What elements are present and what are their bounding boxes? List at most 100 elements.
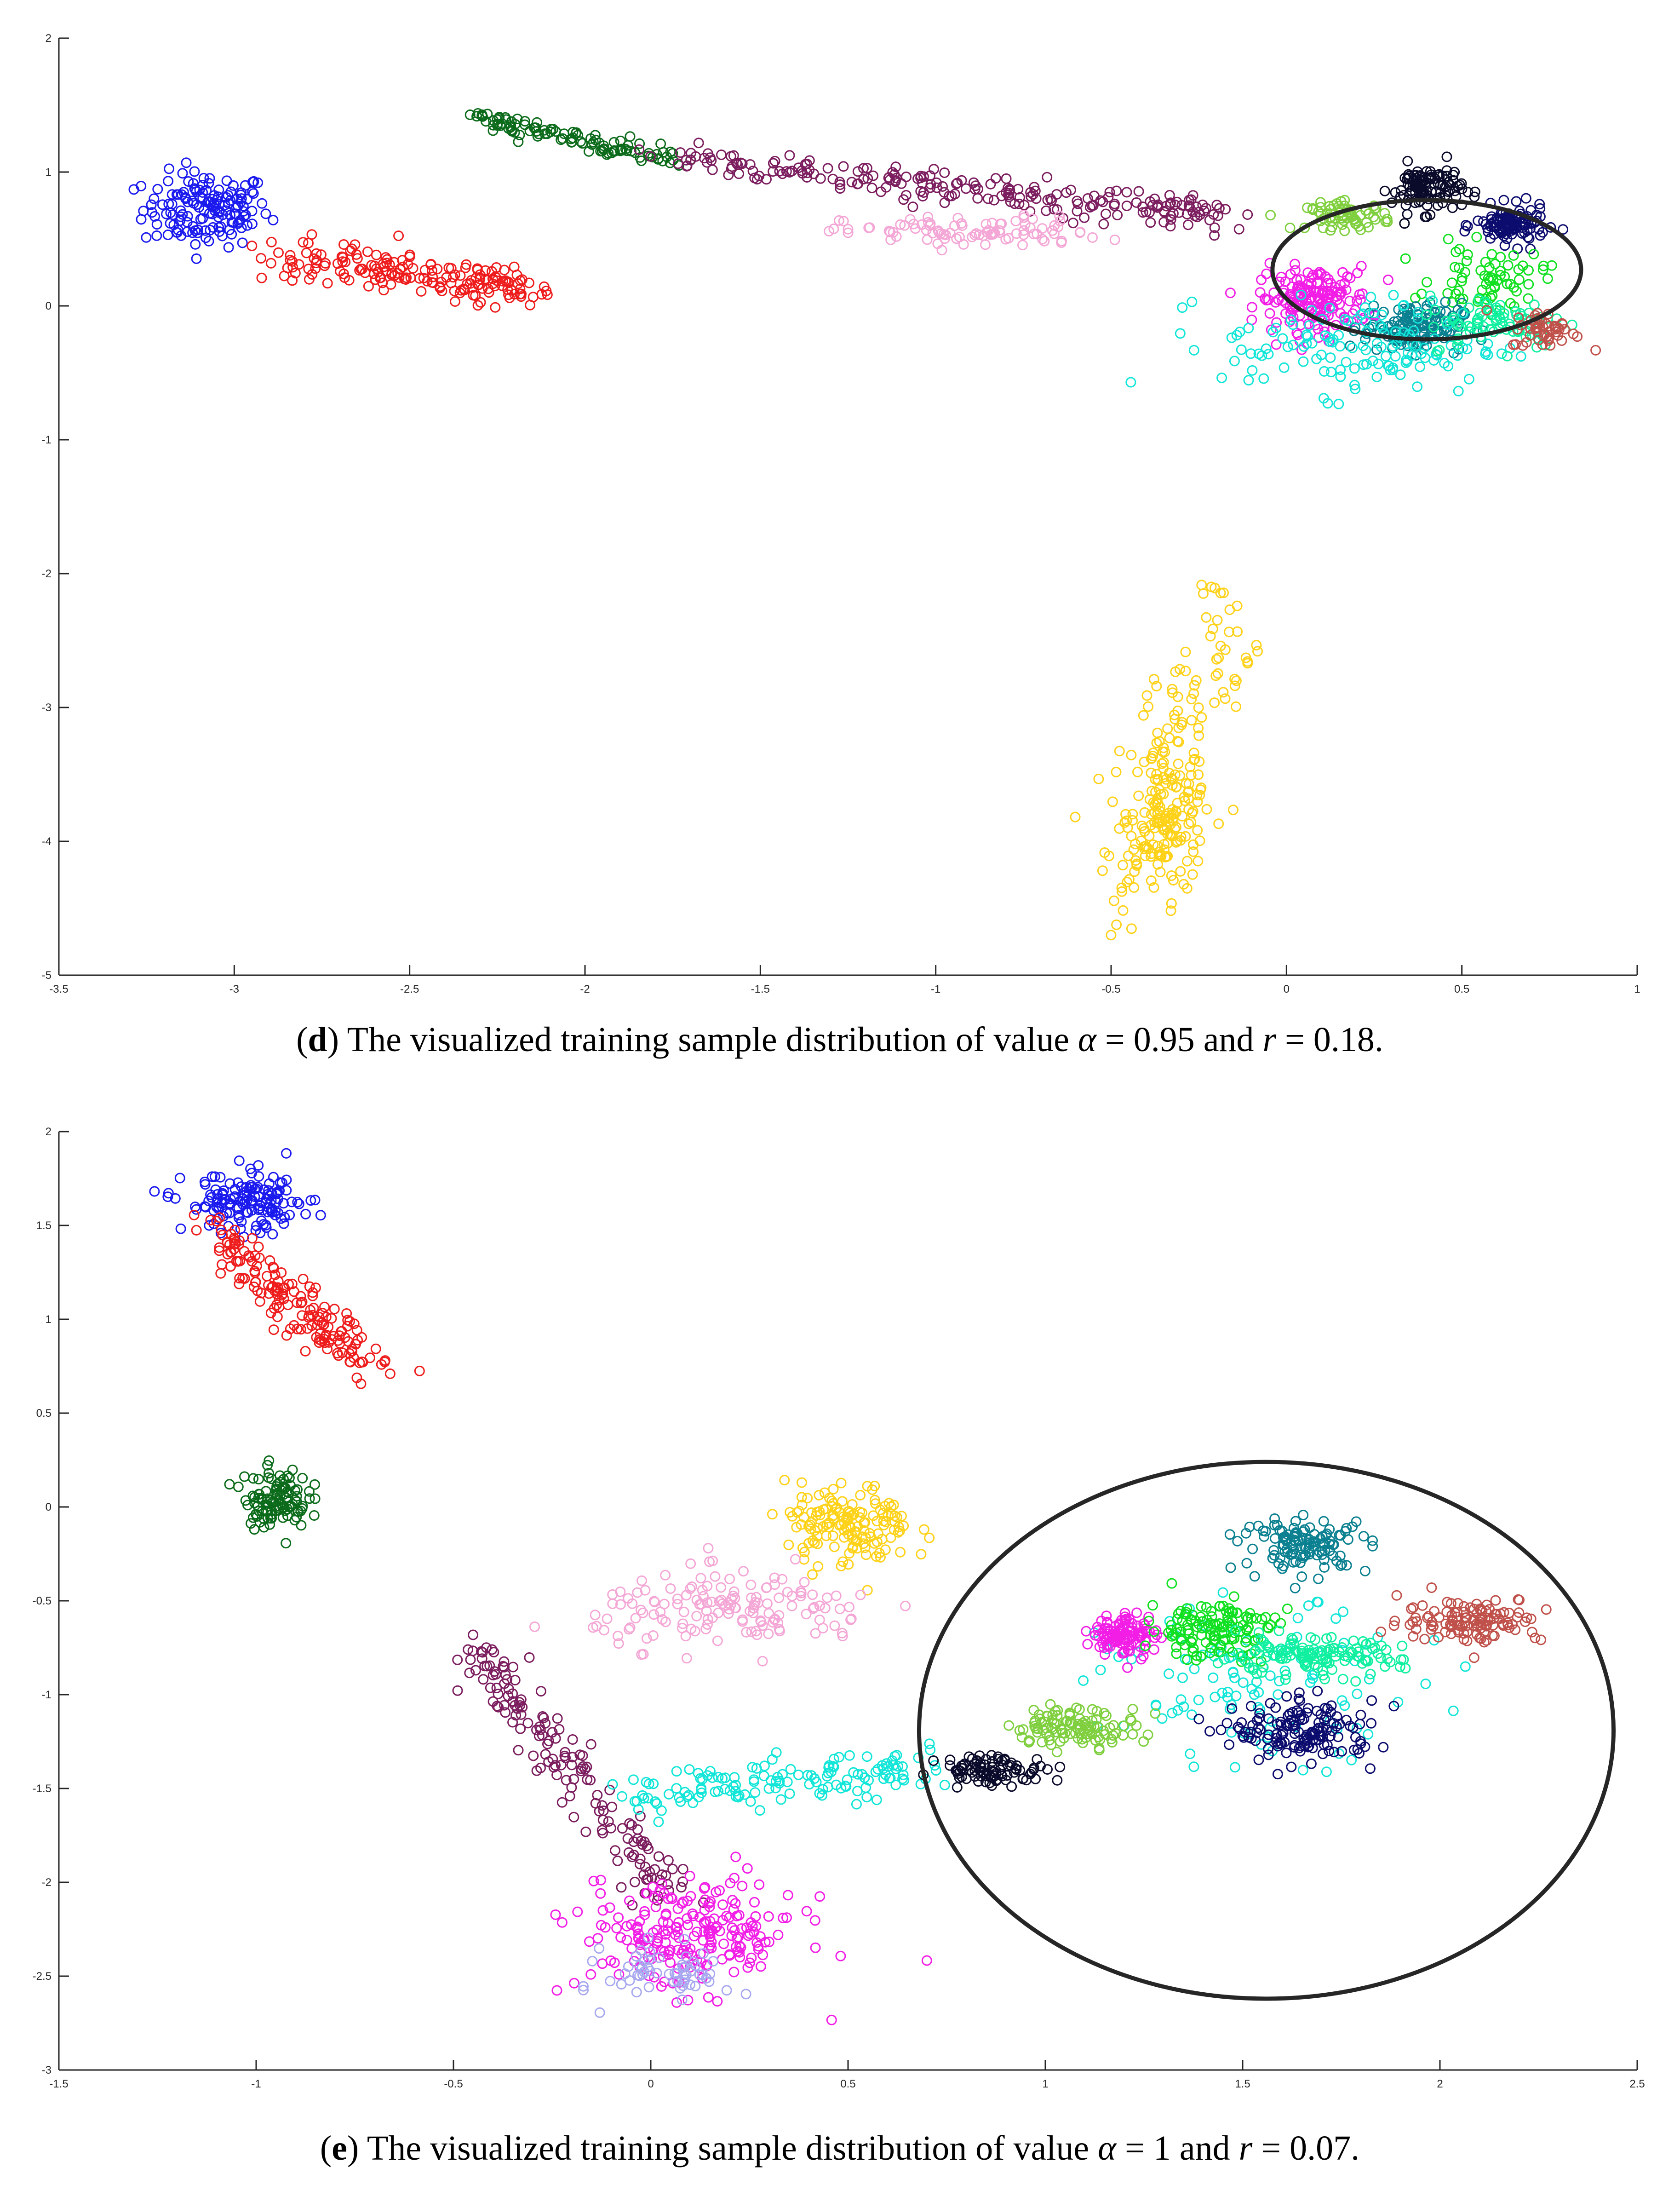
panel-e-point-navy: [1312, 1724, 1323, 1735]
panel-e-point-cyan: [1460, 1661, 1471, 1672]
panel-e-point-cyan: [730, 1786, 741, 1797]
panel-e-point-green: [1206, 1606, 1217, 1617]
panel-d-point-yellow: [1181, 883, 1193, 894]
panel-e-point-pink: [724, 1574, 735, 1584]
panel-e-point-red: [350, 1339, 361, 1350]
panel-e-point-cyan: [1420, 1679, 1431, 1690]
panel-d-point-yellow: [1218, 587, 1229, 598]
panel-d-point-mint: [1428, 322, 1439, 333]
panel-e-point-brown: [1419, 1633, 1430, 1644]
panel-e-point-lavender: [643, 1932, 654, 1943]
panel-d-point-black_navy: [1421, 211, 1432, 222]
panel-e-point-magenta: [609, 1957, 620, 1968]
panel-e-point-purple: [579, 1764, 591, 1775]
panel-d-point-yellow: [1218, 687, 1229, 698]
panel-e-point-purple: [465, 1654, 476, 1665]
panel-d-point-brown: [1513, 312, 1524, 323]
panel-e-point-red: [300, 1346, 311, 1357]
panel-e-point-brown: [1514, 1594, 1525, 1605]
panel-e-point-lavender: [664, 1969, 675, 1979]
panel-e-point-cyan: [1352, 1688, 1363, 1699]
panel-d-point-brown: [1541, 318, 1552, 329]
panel-d-point-magenta: [1319, 326, 1330, 337]
panel-e-point-yellow: [855, 1489, 866, 1501]
panel-d-point-purple: [707, 164, 718, 175]
panel-d-point-red: [322, 278, 333, 289]
panel-e-point-cyan: [713, 1771, 724, 1782]
panel-e-point-pink: [685, 1558, 696, 1569]
panel-e-point-red: [304, 1281, 315, 1292]
panel-e-point-pink: [710, 1571, 721, 1582]
panel-d-point-purple: [1049, 204, 1060, 215]
panel-e-point-lavender: [654, 1952, 665, 1963]
panel-e-point-navy: [1263, 1729, 1274, 1740]
panel-d-point-magenta: [1356, 261, 1367, 271]
panel-e-point-pink: [677, 1618, 688, 1629]
panel-e-point-cyan: [1229, 1673, 1240, 1683]
panel-d-point-yellow: [1158, 757, 1169, 768]
panel-e-point-mint: [1326, 1632, 1337, 1643]
panel-e-point-magenta: [744, 1957, 755, 1968]
panel-e-point-blue: [310, 1195, 321, 1206]
panel-d-point-blue: [257, 198, 268, 209]
panel-e-point-mint: [1264, 1642, 1275, 1653]
panel-d-point-yellow: [1143, 701, 1154, 712]
panel-d-point-black_navy: [1411, 170, 1422, 181]
panel-e-point-black_navy: [961, 1773, 972, 1784]
panel-e-point-black_navy: [945, 1754, 956, 1765]
panel-e-point-teal: [1335, 1550, 1346, 1561]
panel-d-point-cyan: [1453, 385, 1464, 397]
panel-e-point-black_navy: [928, 1755, 939, 1766]
panel-e-point-red: [262, 1271, 272, 1282]
panel-e-point-green: [1171, 1642, 1182, 1653]
panel-e-point-red: [253, 1242, 264, 1253]
panel-d-point-magenta: [1271, 339, 1282, 350]
panel-e-point-teal: [1277, 1563, 1288, 1574]
panel-d-point-yellow: [1141, 690, 1152, 701]
panel-e-point-red: [308, 1303, 319, 1314]
panel-e-point-yellow: [820, 1503, 831, 1514]
panel-e-point-mint: [1353, 1646, 1364, 1657]
panel-e-point-teal: [1275, 1552, 1286, 1563]
panel-e-point-light_green: [1087, 1728, 1098, 1739]
panel-e-point-pink: [613, 1638, 624, 1649]
panel-d-point-black_navy: [1402, 155, 1413, 167]
panel-e-point-magenta: [826, 2014, 837, 2025]
panel-d-point-mint: [1425, 290, 1436, 301]
panel-e-point-cyan: [924, 1738, 935, 1749]
panel-d-point-navy: [1520, 193, 1531, 204]
panel-e-point-magenta: [1099, 1649, 1110, 1660]
panel-e-point-magenta: [550, 1909, 561, 1920]
panel-e-point-purple: [677, 1863, 688, 1874]
panel-d-point-yellow: [1167, 684, 1178, 695]
panel-e-point-yellow: [824, 1493, 835, 1504]
panel-e-point-magenta: [731, 1941, 742, 1952]
panel-e-point-teal: [1319, 1562, 1330, 1573]
panel-d-point-cyan: [1319, 366, 1330, 377]
panel-d-point-teal: [1404, 324, 1414, 335]
panel-d-point-red: [309, 253, 320, 264]
panel-e-point-yellow: [872, 1536, 883, 1547]
panel-e-point-magenta: [699, 1883, 710, 1894]
panel-e-point-green: [1147, 1600, 1158, 1611]
panel-d-point-green: [1461, 255, 1472, 266]
panel-d-point-yellow: [1164, 732, 1175, 743]
panel-d-point-pink: [1087, 232, 1098, 243]
panel-d-point-yellow: [1146, 753, 1157, 764]
panel-d-point-purple: [835, 183, 846, 194]
panel-d-point-mint: [1434, 345, 1445, 356]
panel-d-point-magenta: [1315, 295, 1326, 306]
panel-d-point-yellow: [1220, 693, 1231, 704]
panel-d-point-magenta: [1310, 287, 1321, 298]
panel-e-point-magenta: [584, 1936, 595, 1947]
panel-d-point-yellow: [1196, 712, 1207, 723]
panel-d-point-navy: [1506, 229, 1517, 240]
panel-e-point-yellow: [796, 1492, 807, 1503]
panel-e-point-dark_green: [239, 1471, 250, 1482]
panel-d-point-cyan: [1383, 361, 1394, 371]
panel-e-point-cyan: [1164, 1668, 1175, 1679]
panel-d-x-tick-label: -3: [229, 983, 239, 995]
panel-e-point-magenta: [801, 1906, 812, 1917]
panel-d-point-red: [419, 264, 430, 276]
panel-e-point-purple: [516, 1694, 527, 1705]
